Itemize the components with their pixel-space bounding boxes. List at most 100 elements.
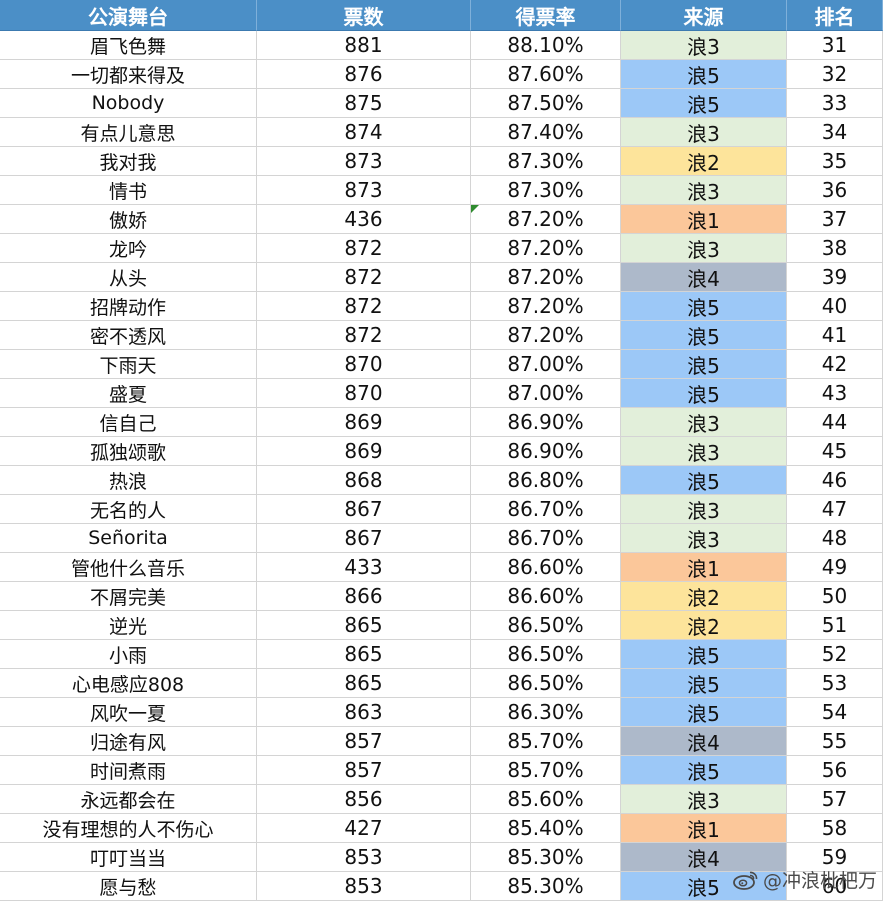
cell-rank[interactable]: 54 xyxy=(787,698,883,727)
cell-votes[interactable]: 870 xyxy=(257,350,471,379)
cell-source[interactable]: 浪3 xyxy=(621,785,787,814)
cell-name[interactable]: 永远都会在 xyxy=(0,785,257,814)
cell-source[interactable]: 浪5 xyxy=(621,60,787,89)
cell-rate[interactable]: 86.90% xyxy=(471,408,621,437)
cell-source[interactable]: 浪4 xyxy=(621,727,787,756)
cell-rate[interactable]: 87.00% xyxy=(471,350,621,379)
cell-source[interactable]: 浪3 xyxy=(621,495,787,524)
cell-votes[interactable]: 872 xyxy=(257,321,471,350)
cell-rank[interactable]: 55 xyxy=(787,727,883,756)
cell-name[interactable]: 情书 xyxy=(0,176,257,205)
cell-source[interactable]: 浪5 xyxy=(621,466,787,495)
cell-source[interactable]: 浪2 xyxy=(621,582,787,611)
cell-rate[interactable]: 85.30% xyxy=(471,843,621,872)
cell-rank[interactable]: 40 xyxy=(787,292,883,321)
cell-name[interactable]: 心电感应808 xyxy=(0,669,257,698)
cell-votes[interactable]: 872 xyxy=(257,234,471,263)
cell-votes[interactable]: 875 xyxy=(257,89,471,118)
cell-rank[interactable]: 37 xyxy=(787,205,883,234)
cell-rate[interactable]: 87.00% xyxy=(471,379,621,408)
cell-source[interactable]: 浪2 xyxy=(621,147,787,176)
cell-votes[interactable]: 867 xyxy=(257,495,471,524)
cell-votes[interactable]: 881 xyxy=(257,31,471,60)
cell-source[interactable]: 浪5 xyxy=(621,89,787,118)
cell-rank[interactable]: 45 xyxy=(787,437,883,466)
cell-rate[interactable]: 87.30% xyxy=(471,147,621,176)
cell-source[interactable]: 浪4 xyxy=(621,263,787,292)
cell-source[interactable]: 浪3 xyxy=(621,176,787,205)
cell-rank[interactable]: 31 xyxy=(787,31,883,60)
cell-rate[interactable]: 87.50% xyxy=(471,89,621,118)
header-rate[interactable]: 得票率 xyxy=(471,0,621,31)
cell-rate[interactable]: 87.20% xyxy=(471,234,621,263)
cell-source[interactable]: 浪5 xyxy=(621,698,787,727)
cell-votes[interactable]: 433 xyxy=(257,553,471,582)
cell-rank[interactable]: 53 xyxy=(787,669,883,698)
cell-rank[interactable]: 41 xyxy=(787,321,883,350)
cell-name[interactable]: 招牌动作 xyxy=(0,292,257,321)
cell-rate[interactable]: 87.20% xyxy=(471,292,621,321)
cell-name[interactable]: 无名的人 xyxy=(0,495,257,524)
cell-votes[interactable]: 873 xyxy=(257,176,471,205)
cell-name[interactable]: 下雨天 xyxy=(0,350,257,379)
cell-name[interactable]: 从头 xyxy=(0,263,257,292)
cell-rate[interactable]: 87.60% xyxy=(471,60,621,89)
cell-rank[interactable]: 43 xyxy=(787,379,883,408)
cell-name[interactable]: 龙吟 xyxy=(0,234,257,263)
cell-rank[interactable]: 42 xyxy=(787,350,883,379)
cell-name[interactable]: 风吹一夏 xyxy=(0,698,257,727)
cell-source[interactable]: 浪2 xyxy=(621,611,787,640)
cell-rank[interactable]: 48 xyxy=(787,524,883,553)
cell-rank[interactable]: 58 xyxy=(787,814,883,843)
cell-source[interactable]: 浪5 xyxy=(621,640,787,669)
cell-rank[interactable]: 46 xyxy=(787,466,883,495)
cell-name[interactable]: 信自己 xyxy=(0,408,257,437)
cell-source[interactable]: 浪1 xyxy=(621,205,787,234)
cell-rate[interactable]: 86.60% xyxy=(471,553,621,582)
cell-rate[interactable]: 86.50% xyxy=(471,640,621,669)
cell-rate[interactable]: 85.30% xyxy=(471,872,621,901)
cell-votes[interactable]: 436 xyxy=(257,205,471,234)
cell-votes[interactable]: 863 xyxy=(257,698,471,727)
cell-rate[interactable]: 86.80% xyxy=(471,466,621,495)
cell-votes[interactable]: 869 xyxy=(257,408,471,437)
cell-rank[interactable]: 47 xyxy=(787,495,883,524)
cell-name[interactable]: 小雨 xyxy=(0,640,257,669)
cell-name[interactable]: 时间煮雨 xyxy=(0,756,257,785)
cell-name[interactable]: 没有理想的人不伤心 xyxy=(0,814,257,843)
cell-votes[interactable]: 874 xyxy=(257,118,471,147)
cell-rank[interactable]: 57 xyxy=(787,785,883,814)
cell-source[interactable]: 浪4 xyxy=(621,843,787,872)
cell-rate[interactable]: 87.40% xyxy=(471,118,621,147)
cell-rate[interactable]: 85.70% xyxy=(471,756,621,785)
cell-rate[interactable]: 87.30% xyxy=(471,176,621,205)
cell-source[interactable]: 浪3 xyxy=(621,118,787,147)
cell-votes[interactable]: 867 xyxy=(257,524,471,553)
cell-rate[interactable]: 87.20% xyxy=(471,263,621,292)
cell-source[interactable]: 浪5 xyxy=(621,756,787,785)
cell-source[interactable]: 浪5 xyxy=(621,669,787,698)
cell-votes[interactable]: 865 xyxy=(257,669,471,698)
cell-votes[interactable]: 872 xyxy=(257,263,471,292)
cell-votes[interactable]: 869 xyxy=(257,437,471,466)
cell-votes[interactable]: 857 xyxy=(257,727,471,756)
cell-rank[interactable]: 50 xyxy=(787,582,883,611)
cell-source[interactable]: 浪3 xyxy=(621,524,787,553)
cell-rank[interactable]: 52 xyxy=(787,640,883,669)
cell-source[interactable]: 浪3 xyxy=(621,437,787,466)
cell-name[interactable]: 逆光 xyxy=(0,611,257,640)
cell-rate[interactable]: 88.10% xyxy=(471,31,621,60)
cell-rate[interactable]: 86.60% xyxy=(471,582,621,611)
cell-rank[interactable]: 39 xyxy=(787,263,883,292)
cell-name[interactable]: 盛夏 xyxy=(0,379,257,408)
cell-name[interactable]: 管他什么音乐 xyxy=(0,553,257,582)
cell-rank[interactable]: 32 xyxy=(787,60,883,89)
cell-name[interactable]: 孤独颂歌 xyxy=(0,437,257,466)
cell-rank[interactable]: 35 xyxy=(787,147,883,176)
cell-votes[interactable]: 868 xyxy=(257,466,471,495)
cell-rank[interactable]: 34 xyxy=(787,118,883,147)
cell-votes[interactable]: 866 xyxy=(257,582,471,611)
cell-votes[interactable]: 856 xyxy=(257,785,471,814)
cell-votes[interactable]: 873 xyxy=(257,147,471,176)
header-votes[interactable]: 票数 xyxy=(257,0,471,31)
